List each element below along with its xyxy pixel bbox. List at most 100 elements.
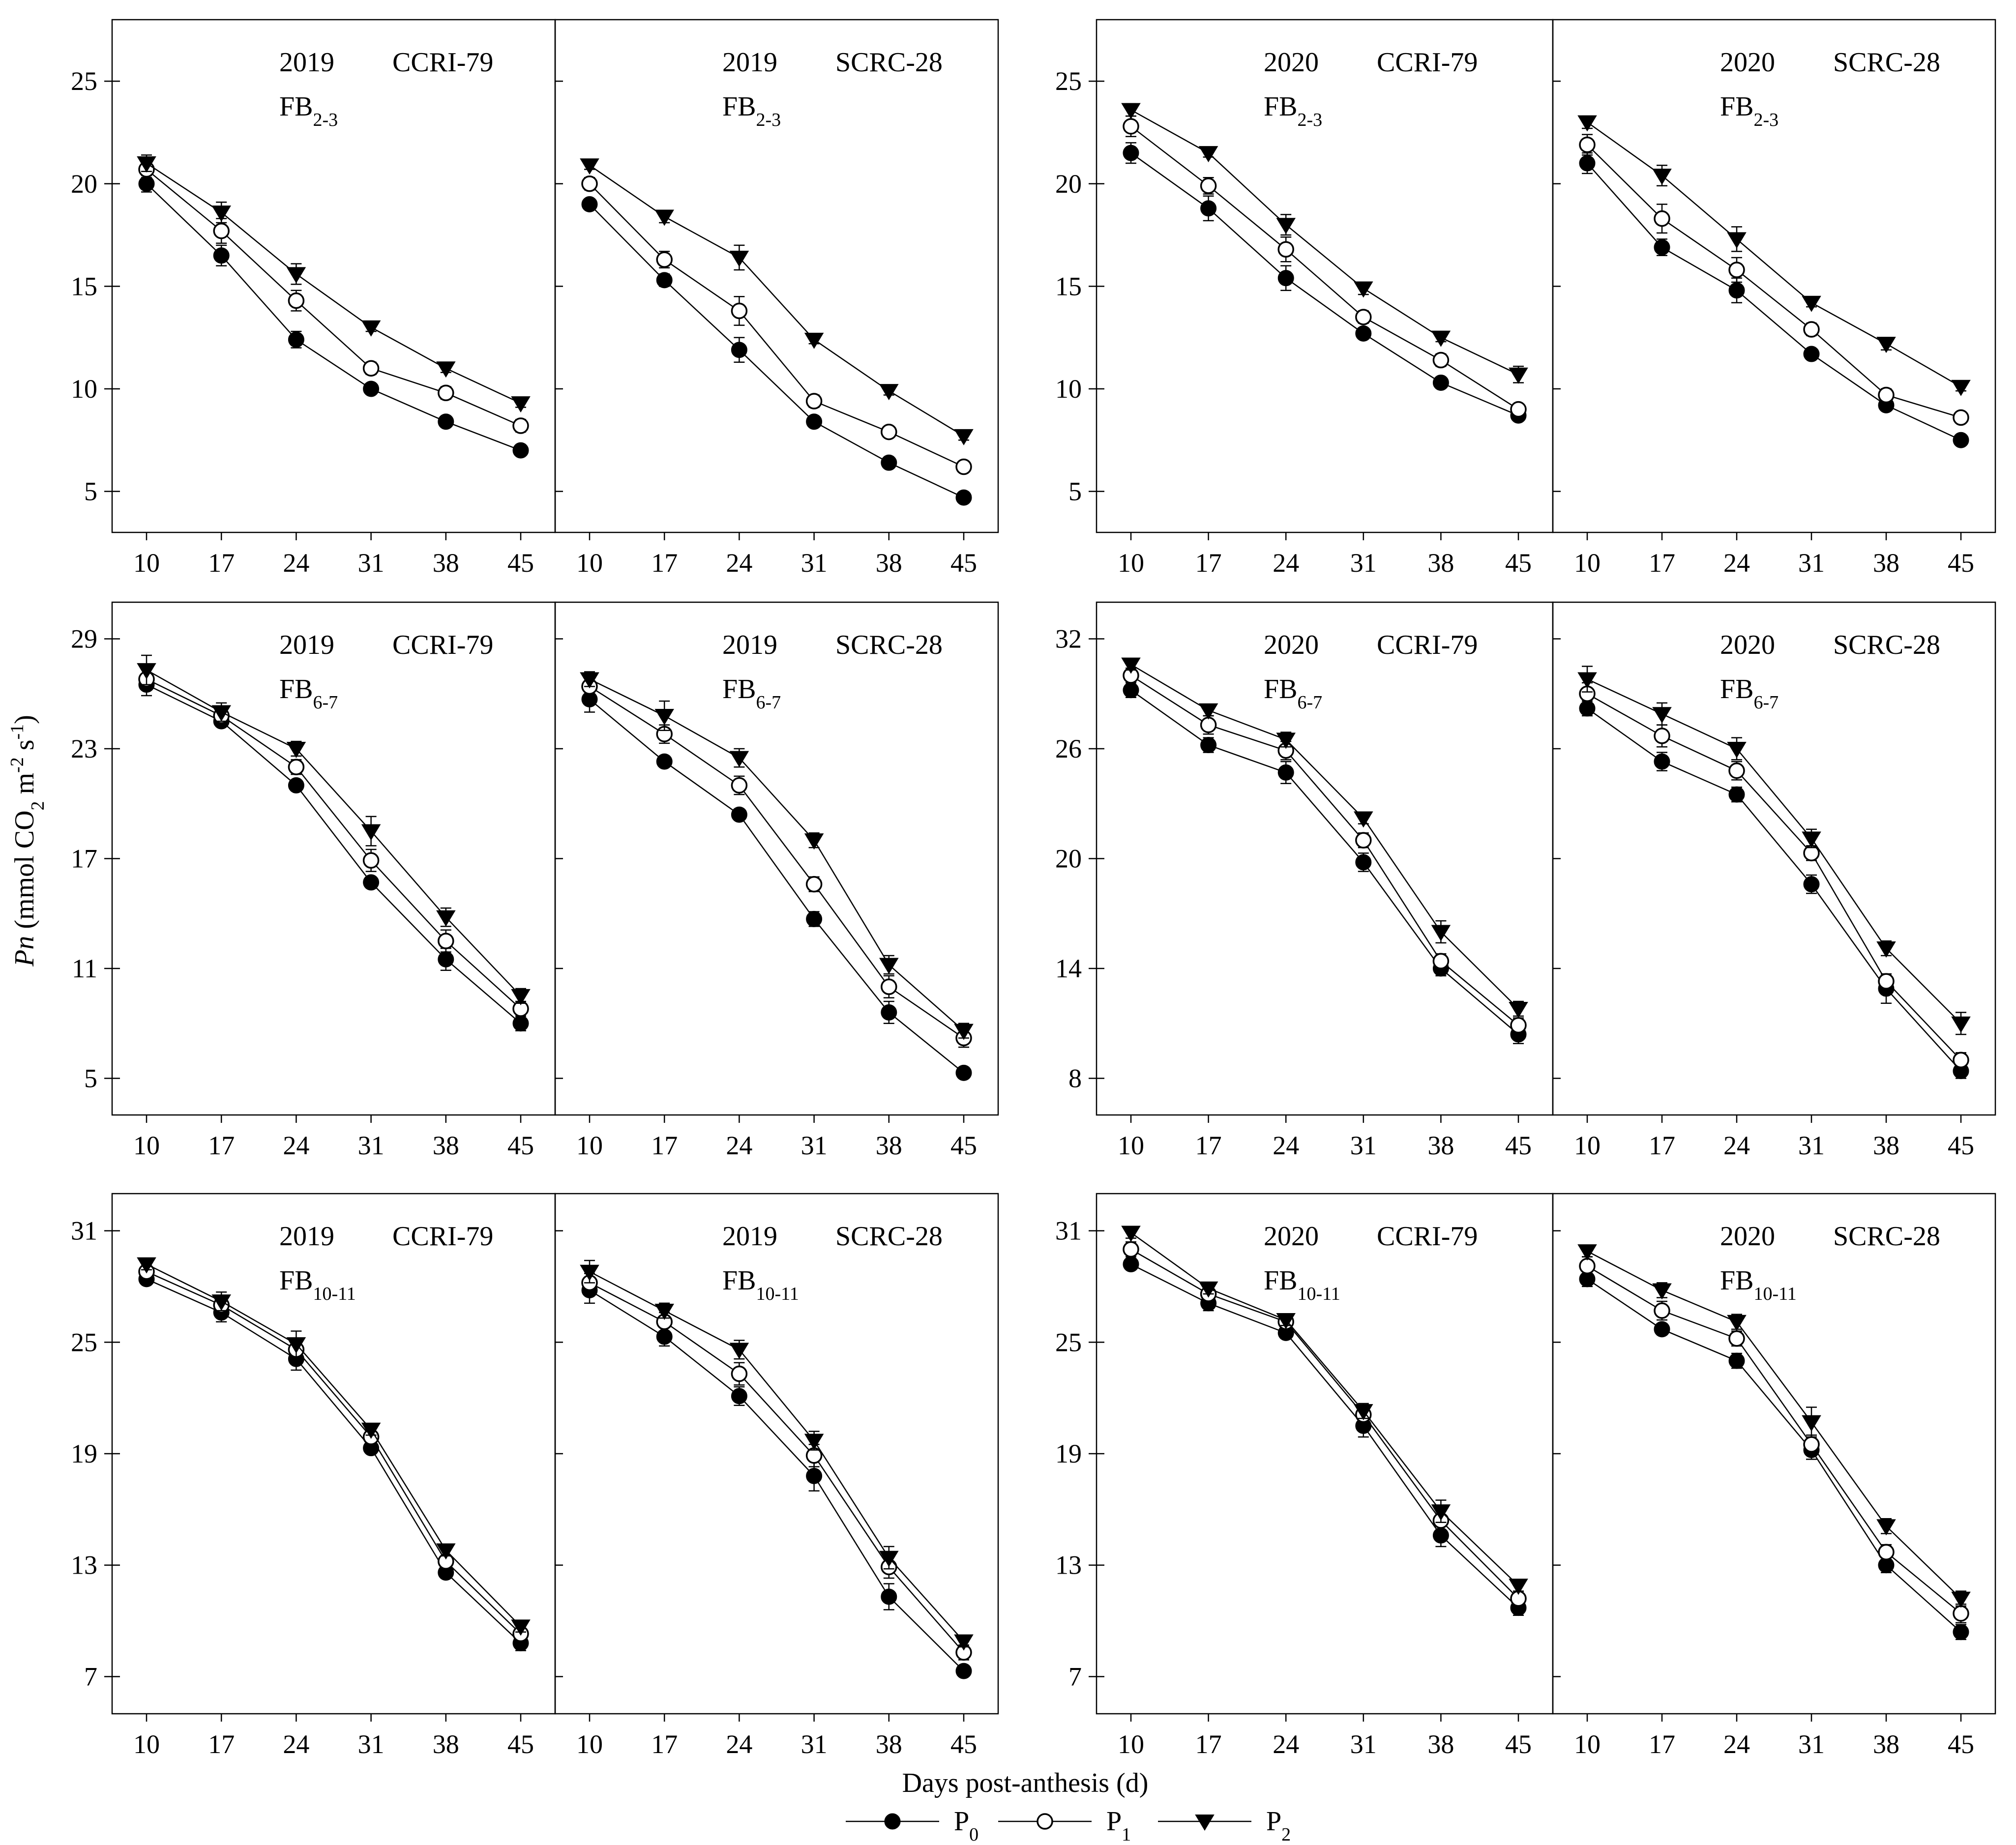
- y-title-part-6: ): [9, 715, 40, 724]
- data-point: [1652, 1283, 1672, 1300]
- data-point: [288, 759, 305, 775]
- data-point: [1579, 1258, 1596, 1275]
- fb-label: FB: [722, 91, 756, 122]
- x-tick-label: 17: [1649, 1131, 1675, 1160]
- panel-frame: [111, 601, 556, 1116]
- series-p1: [1579, 682, 1969, 1068]
- data-point: [363, 381, 380, 397]
- x-tick-label: 31: [358, 548, 385, 578]
- fb-label: FB: [279, 674, 313, 704]
- series-p1: [581, 176, 972, 475]
- data-point: [1355, 325, 1372, 342]
- x-tick-label: 10: [1574, 548, 1601, 578]
- x-tick-label: 38: [1873, 1131, 1899, 1160]
- panel-year: 2020: [1720, 1221, 1775, 1252]
- series-p1: [1123, 115, 1527, 418]
- data-point: [213, 222, 230, 239]
- data-point: [1577, 115, 1597, 132]
- legend-marker: [1037, 1813, 1053, 1830]
- y-tick-label: 25: [71, 66, 97, 96]
- panel-fruiting-branch: FB2-3: [1720, 91, 1779, 130]
- data-point: [1198, 1281, 1218, 1298]
- panel-fruiting-branch: FB10-11: [722, 1265, 799, 1304]
- panel-2019-ccri-79-fb6-7: 10 17 24 31 38 45 5 11 17 23 29 2019 CCRI-79 FB6-7: [71, 601, 556, 1160]
- y-tick-label: 7: [1068, 1662, 1082, 1691]
- x-tick-label: 45: [950, 1131, 977, 1160]
- data-point: [729, 250, 749, 267]
- y-axis-title: Pn (mmol CO2 m-2 s-1): [7, 715, 48, 967]
- x-tick-label: 31: [1798, 548, 1825, 578]
- panel-year: 2019: [722, 47, 777, 78]
- data-point: [955, 489, 972, 506]
- data-point: [955, 458, 972, 475]
- series-line: [1130, 674, 1519, 1026]
- data-point: [1579, 136, 1596, 153]
- y-tick-label: 26: [1055, 734, 1082, 763]
- x-tick-label: 31: [358, 1131, 385, 1160]
- panel-cultivar: SCRC-28: [835, 1221, 943, 1252]
- data-point: [361, 824, 381, 841]
- panel-year: 2020: [1264, 1221, 1319, 1252]
- x-tick-label: 10: [1118, 1729, 1144, 1759]
- x-tick-label: 10: [576, 1131, 603, 1160]
- x-axis-title: Days post-anthesis (d): [902, 1768, 1149, 1798]
- panel-cultivar: CCRI-79: [1377, 630, 1478, 660]
- data-point: [954, 1634, 974, 1651]
- data-point: [731, 342, 747, 358]
- data-point: [731, 302, 748, 320]
- data-point: [363, 874, 380, 891]
- data-point: [1509, 367, 1528, 384]
- series-p0: [581, 1276, 972, 1679]
- fb-label: FB: [279, 1265, 313, 1296]
- y-title-part-2: m: [9, 773, 40, 801]
- data-point: [1654, 728, 1670, 744]
- data-point: [1276, 218, 1296, 234]
- x-tick-label: 10: [576, 1729, 603, 1759]
- panel-2019-scrc-28-fb2-3: 10 17 24 31 38 45 2019 SCRC-28 FB2-3: [554, 19, 999, 578]
- fb-subscript: 2-3: [313, 110, 338, 130]
- data-point: [137, 1257, 156, 1274]
- data-point: [1355, 854, 1372, 871]
- data-point: [211, 1294, 231, 1311]
- fb-label: FB: [279, 91, 313, 122]
- x-tick-label: 10: [1118, 548, 1144, 578]
- panel-2020-ccri-79-fb10-11: 10 17 24 31 38 45 7 13 19 25 31 2020 CCRI-79 FB10-11: [1055, 1193, 1554, 1759]
- data-point: [1728, 786, 1745, 803]
- data-point: [511, 989, 531, 1005]
- data-point: [1652, 169, 1672, 185]
- data-point: [1577, 1244, 1597, 1261]
- y-tick-label: 5: [84, 1064, 97, 1093]
- legend-label: P1: [1106, 1806, 1131, 1845]
- series-line: [1587, 163, 1961, 441]
- panel-2019-ccri-79-fb2-3: 10 17 24 31 38 45 5 10 15 20 25 2019 CCRI-79 FB2-3: [71, 19, 556, 578]
- data-point: [654, 209, 674, 226]
- panel-frame: [1096, 601, 1554, 1116]
- data-point: [286, 742, 306, 758]
- panel-cultivar: CCRI-79: [392, 47, 493, 78]
- legend-label-main: P: [954, 1806, 969, 1837]
- data-point: [1200, 200, 1217, 217]
- y-tick-label: 29: [71, 624, 97, 654]
- series-line: [1587, 693, 1961, 1061]
- series-p2: [580, 671, 974, 1040]
- y-tick-label: 25: [1055, 66, 1082, 96]
- series-p0: [138, 175, 529, 459]
- panel-year: 2019: [722, 630, 777, 660]
- x-tick-label: 24: [283, 1131, 309, 1160]
- series-line: [1587, 121, 1961, 387]
- x-tick-label: 31: [1798, 1131, 1825, 1160]
- legend-label: P2: [1266, 1806, 1291, 1845]
- panel-frame: [554, 1193, 999, 1715]
- series-line: [146, 678, 521, 1009]
- series-line: [146, 169, 521, 427]
- series-line: [589, 686, 964, 1039]
- data-point: [438, 413, 454, 430]
- data-point: [731, 1365, 748, 1382]
- data-point: [211, 705, 231, 722]
- data-point: [580, 672, 599, 689]
- data-point: [1654, 753, 1670, 770]
- data-point: [1951, 1591, 1971, 1608]
- data-point: [1802, 1415, 1821, 1432]
- series-p2: [1121, 103, 1528, 384]
- y-tick-label: 15: [1055, 271, 1082, 301]
